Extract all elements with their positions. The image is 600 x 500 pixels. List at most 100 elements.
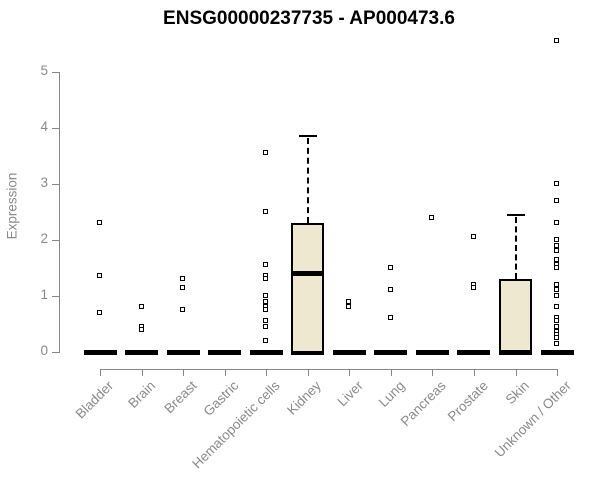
outlier-point	[554, 38, 560, 44]
y-tick	[52, 72, 59, 73]
outlier-point	[138, 304, 144, 310]
chart-title: ENSG00000237735 - AP000473.6	[163, 8, 455, 29]
outlier-point	[554, 287, 560, 293]
outlier-point	[263, 298, 269, 304]
x-tick-label: Skin	[502, 378, 533, 408]
y-tick-label: 0	[40, 343, 48, 358]
outlier-point	[387, 287, 393, 293]
outlier-point	[554, 220, 560, 226]
outlier-point	[554, 340, 560, 346]
whisker	[514, 216, 517, 280]
zero-bar	[457, 349, 491, 355]
x-tick-label: Pancreas	[398, 378, 450, 429]
outlier-point	[554, 181, 560, 186]
outlier-point	[554, 293, 560, 298]
outlier-point	[263, 318, 269, 324]
outlier-point	[263, 276, 269, 282]
outlier-point	[263, 307, 269, 312]
outlier-point	[97, 220, 102, 226]
outlier-point	[470, 234, 476, 240]
zero-bar	[249, 349, 283, 355]
x-tick	[349, 369, 351, 376]
outlier-point	[263, 150, 269, 156]
y-tick-label: 1	[40, 287, 48, 302]
y-tick	[52, 184, 59, 185]
box	[291, 223, 325, 355]
outlier-point	[263, 337, 269, 343]
outlier-point	[180, 276, 186, 282]
outlier-point	[346, 298, 352, 304]
zero-bar	[83, 349, 117, 355]
outlier-point	[429, 214, 435, 220]
outlier-point	[387, 265, 393, 270]
whisker	[306, 138, 309, 224]
outlier-point	[554, 265, 560, 270]
x-tick-label: Gastric	[200, 378, 242, 419]
y-tick	[52, 128, 59, 129]
outlier-point	[263, 323, 269, 329]
outlier-point	[554, 248, 560, 254]
zero-bar	[415, 349, 449, 355]
y-axis-line	[59, 72, 60, 353]
box	[499, 279, 532, 355]
x-tick-label: Prostate	[444, 378, 491, 425]
x-tick	[473, 369, 475, 376]
median-line	[499, 349, 532, 355]
outlier-point	[387, 315, 393, 321]
y-axis-label: Expression	[4, 172, 20, 240]
median-line	[291, 271, 325, 277]
outlier-point	[554, 281, 560, 287]
whisker-cap	[506, 213, 525, 216]
zero-bar	[540, 349, 574, 355]
x-tick	[100, 369, 101, 376]
zero-bar	[125, 349, 159, 355]
x-tick-label: Brain	[125, 378, 159, 411]
y-tick	[52, 240, 59, 241]
y-tick-label: 5	[40, 63, 48, 78]
outlier-point	[97, 273, 102, 279]
y-tick-label: 3	[40, 175, 48, 190]
outlier-point	[263, 293, 269, 298]
zero-bar	[166, 349, 200, 355]
outlier-point	[346, 304, 352, 310]
x-tick	[141, 369, 143, 376]
outlier-point	[554, 323, 560, 329]
outlier-point	[180, 307, 186, 312]
x-tick-label: Liver	[334, 378, 366, 410]
x-tick	[432, 369, 434, 376]
y-tick-label: 2	[40, 231, 48, 246]
outlier-point	[263, 262, 269, 268]
outlier-point	[263, 209, 269, 214]
x-tick-label: Bladder	[73, 378, 117, 422]
outlier-point	[554, 256, 560, 262]
x-tick-label: Lung	[375, 378, 408, 410]
outlier-point	[470, 284, 476, 290]
outlier-point	[554, 237, 560, 242]
outlier-point	[554, 335, 560, 340]
zero-bar	[374, 349, 408, 355]
x-tick-label: Unknown / Other	[491, 378, 574, 461]
outlier-point	[554, 318, 560, 324]
outlier-point	[97, 309, 102, 315]
outlier-point	[180, 284, 186, 290]
x-tick	[266, 369, 268, 376]
y-tick-label: 4	[40, 119, 48, 134]
x-tick-label: Kidney	[284, 378, 325, 418]
x-tick	[307, 369, 309, 376]
whisker-cap	[298, 135, 317, 138]
outlier-point	[138, 326, 144, 332]
x-tick-label: Breast	[161, 378, 200, 417]
x-tick	[390, 369, 392, 376]
x-axis-line	[100, 369, 559, 370]
outlier-point	[554, 242, 560, 248]
zero-bar	[208, 349, 242, 355]
zero-bar	[332, 349, 366, 355]
y-tick	[52, 352, 59, 353]
x-tick	[515, 369, 517, 376]
outlier-point	[554, 197, 560, 203]
outlier-point	[554, 304, 560, 310]
x-tick	[183, 369, 185, 376]
x-tick	[557, 369, 559, 376]
x-tick	[224, 369, 226, 376]
